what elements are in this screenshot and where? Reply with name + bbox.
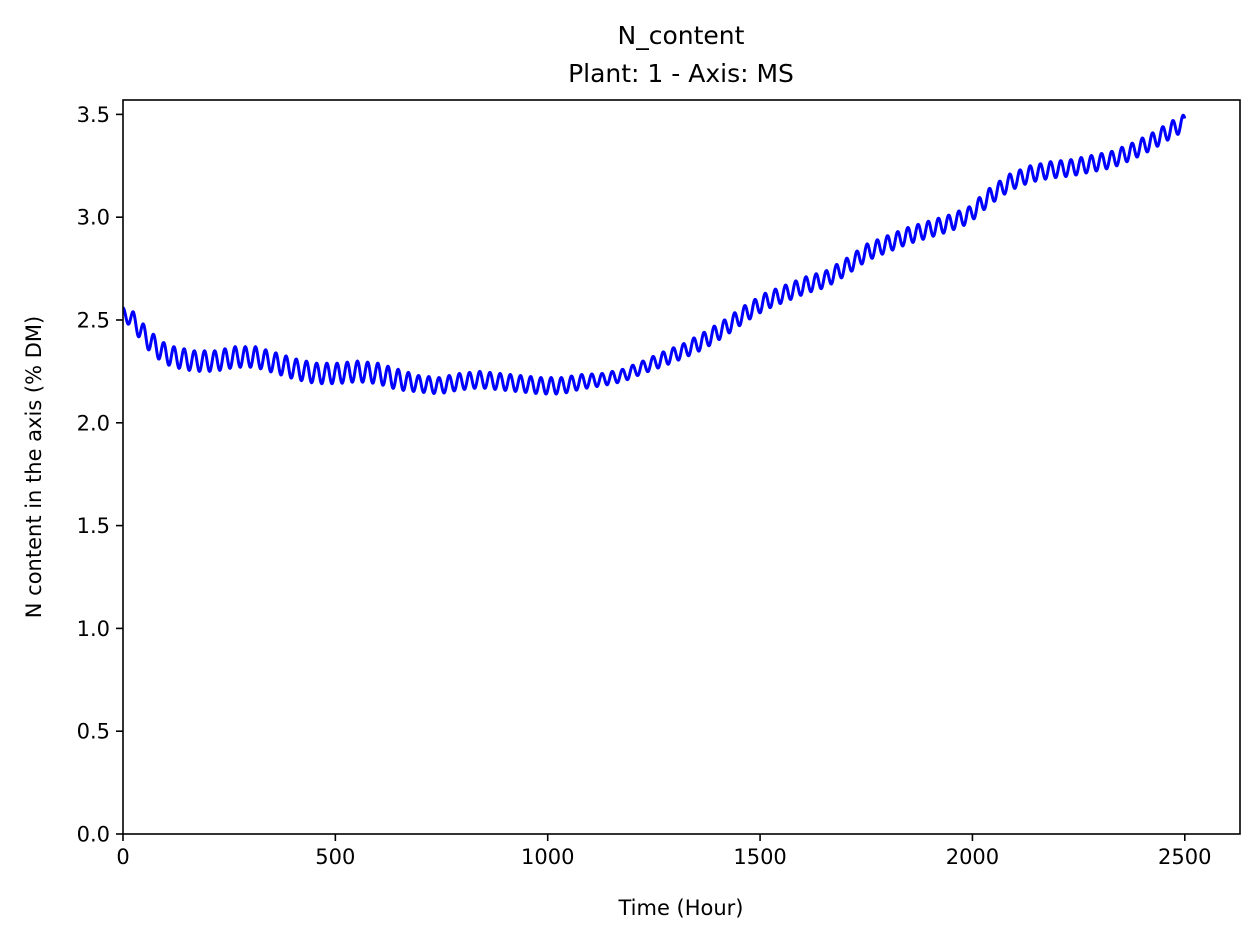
y-tick-label: 0.0	[77, 823, 110, 847]
y-tick-label: 2.0	[77, 411, 110, 435]
series-layer	[121, 113, 1187, 396]
x-axis-label: Time (Hour)	[617, 896, 743, 920]
x-tick-label: 2000	[946, 845, 999, 869]
y-tick-label: 1.5	[77, 514, 110, 538]
series-line	[121, 113, 1187, 396]
y-tick-label: 3.0	[77, 206, 110, 230]
y-tick-label: 3.5	[77, 103, 110, 127]
x-axis-ticks: 0 500 1000 1500 2000 2500	[116, 834, 1212, 869]
plot-frame	[122, 99, 1241, 835]
y-tick-label: 0.5	[77, 720, 110, 744]
y-axis-ticks: 0.0 0.5 1.0 1.5 2.0 2.5 3.0 3.5	[77, 103, 123, 847]
x-tick-label: 2500	[1158, 845, 1211, 869]
x-tick-label: 1500	[733, 845, 786, 869]
x-tick-label: 500	[315, 845, 355, 869]
y-axis-label: N content in the axis (% DM)	[22, 316, 46, 618]
plot-area	[121, 99, 1241, 835]
y-tick-label: 1.0	[77, 617, 110, 641]
y-tick-label: 2.5	[77, 308, 110, 332]
chart-title: N_content	[618, 21, 745, 50]
x-tick-label: 0	[116, 845, 129, 869]
x-tick-label: 1000	[521, 845, 574, 869]
chart-subtitle: Plant: 1 - Axis: MS	[568, 59, 794, 88]
plot-background	[123, 100, 1240, 834]
